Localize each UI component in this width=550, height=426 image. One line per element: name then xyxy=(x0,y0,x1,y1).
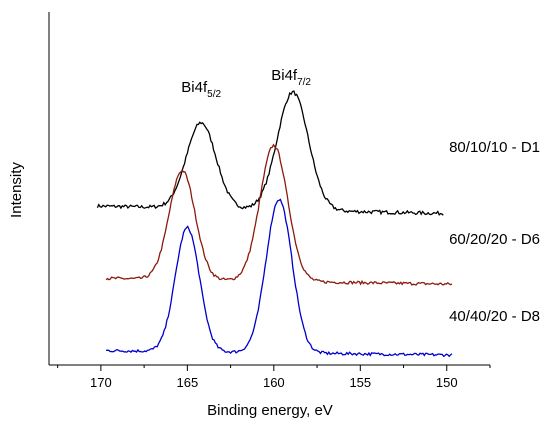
peak-label: Bi4f5/2 xyxy=(181,79,221,100)
y-axis-title: Intensity xyxy=(8,162,25,218)
series-label: 80/10/10 - D1 xyxy=(449,139,540,156)
series-traces xyxy=(96,90,453,358)
peak-label-sub: 7/2 xyxy=(297,77,311,88)
x-axis-title: Binding energy, eV xyxy=(207,402,333,419)
x-tick-label: 150 xyxy=(436,375,458,390)
peak-label-sub: 5/2 xyxy=(207,89,221,100)
x-tick-label: 160 xyxy=(263,375,285,390)
series-label: 40/40/20 - D8 xyxy=(449,308,540,325)
x-tick-label: 165 xyxy=(177,375,199,390)
x-tick-label: 170 xyxy=(90,375,112,390)
series-line xyxy=(96,90,444,216)
peak-label-base: Bi4f xyxy=(271,67,298,84)
peak-label: Bi4f7/2 xyxy=(271,67,311,88)
series-line xyxy=(106,198,453,358)
x-axis-ticks: 170 165 160 155 150 xyxy=(57,365,491,390)
series-line xyxy=(105,143,453,286)
series-label: 60/20/20 - D6 xyxy=(449,231,540,248)
series-labels: 80/10/10 - D1 60/20/20 - D6 40/40/20 - D8 xyxy=(449,139,540,325)
peak-label-base: Bi4f xyxy=(181,79,208,96)
x-tick-label: 155 xyxy=(349,375,371,390)
